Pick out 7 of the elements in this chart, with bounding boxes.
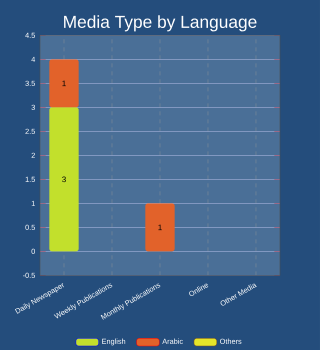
chart-title: Media Type by Language xyxy=(64,15,257,32)
data-label: 1 xyxy=(158,224,162,230)
data-label: 1 xyxy=(62,80,66,86)
bar xyxy=(145,203,175,252)
data-label: 3 xyxy=(62,176,66,182)
bar xyxy=(49,59,79,108)
bar xyxy=(49,107,79,252)
